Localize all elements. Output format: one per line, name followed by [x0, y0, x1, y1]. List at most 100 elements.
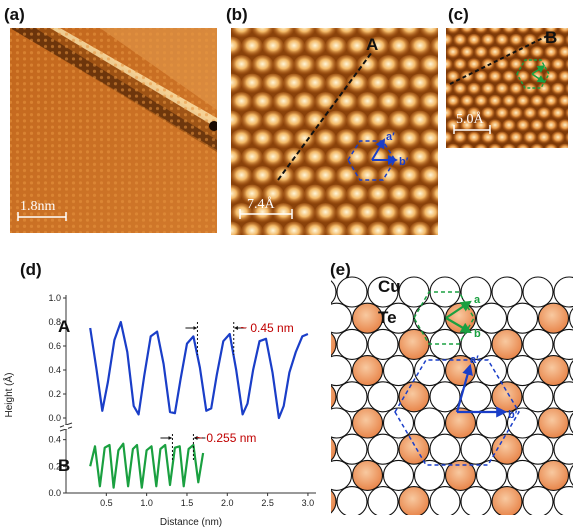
stm-atom: [293, 28, 316, 38]
cu-atom: [367, 486, 399, 515]
stm-atom: [419, 55, 438, 75]
stm-atom: [509, 58, 523, 71]
stm-atom: [530, 94, 544, 108]
stm-atom: [304, 147, 326, 168]
te-atom: [398, 486, 430, 515]
stm-atom: [467, 33, 481, 47]
stm-atom: [251, 55, 274, 75]
unit-cell-hexagon-b: [347, 140, 396, 181]
stm-atom: [481, 131, 495, 145]
stm-atom: [481, 33, 495, 47]
cu-atom: [331, 355, 353, 387]
stm-atom: [231, 203, 253, 223]
stm-atom: [565, 83, 568, 95]
cu-atom: [429, 381, 461, 413]
line-profile-a: [277, 51, 373, 181]
cu-atom: [475, 302, 508, 334]
stm-atom: [481, 10, 495, 23]
stm-atom: [446, 70, 460, 84]
cu-atom: [460, 276, 492, 308]
stm-atom: [314, 92, 337, 112]
stm-atom: [467, 107, 481, 120]
stm-atom: [453, 131, 467, 145]
vec-label-a-prime-e: a′: [470, 354, 479, 366]
stm-atom: [420, 240, 442, 260]
cu-atom: [460, 486, 492, 515]
stm-atom: [262, 184, 284, 205]
cu-atom: [553, 433, 573, 465]
stm-atom: [537, 82, 551, 96]
y-tick-label: 0.8: [48, 317, 61, 327]
stm-atom: [467, 82, 481, 96]
te-atom: [331, 332, 337, 357]
line-label-a: A: [366, 35, 378, 54]
stm-atom: [231, 73, 242, 94]
panel-c-label: (c): [448, 5, 469, 24]
stm-atom: [453, 33, 467, 47]
stm-atom: [251, 203, 274, 223]
te-atom: [537, 407, 570, 439]
stm-atom: [551, 58, 565, 71]
unit-cell-hexagon-e-green: [413, 291, 475, 345]
stm-atom: [474, 28, 488, 35]
stm-atom: [551, 82, 565, 96]
stm-atom: [314, 203, 337, 223]
series-line-A: [89, 320, 309, 420]
y-axis-label: Height (Å): [2, 372, 15, 417]
stm-atom: [293, 166, 316, 186]
stm-atom: [398, 55, 421, 75]
panel-c: (c) B 5.0Å: [446, 5, 568, 148]
stm-atom: [335, 92, 358, 112]
stm-atom: [378, 240, 400, 260]
stm-atom: [304, 36, 326, 57]
stm-atom: [467, 58, 481, 71]
stm-atom: [474, 46, 488, 59]
cu-atom: [522, 433, 554, 465]
te-atom: [351, 407, 384, 439]
cu-atom: [506, 459, 539, 491]
vector-a-e: [445, 300, 472, 319]
stm-atom: [231, 55, 253, 75]
te-atom: [537, 302, 570, 334]
stm-atom: [315, 240, 337, 260]
y-tick-label: 0.2: [48, 389, 61, 399]
stm-atom: [283, 73, 305, 94]
stm-atom: [325, 184, 347, 205]
stm-atom: [537, 33, 551, 47]
cu-atom: [336, 381, 368, 413]
stm-atom: [346, 184, 368, 205]
stm-atom: [283, 221, 305, 235]
stm-atom: [509, 33, 523, 47]
stm-atom: [419, 92, 438, 112]
stm-atom: [241, 110, 263, 131]
stm-atom: [335, 28, 358, 38]
stm-atom: [346, 0, 368, 19]
panel-d: (d) 0.0 0.2 0.4 0.6 0.8 1.0 0.0 0.2 0.4 0.5 1.0 1…: [2, 260, 316, 528]
stm-atom: [446, 46, 460, 59]
cu-atom: [506, 407, 539, 439]
legend-te: Te: [378, 308, 397, 327]
cu-atom: [382, 302, 415, 334]
stm-atom: [335, 203, 358, 223]
stm-atom: [346, 36, 368, 57]
stm-atom: [388, 73, 410, 94]
te-atom: [398, 433, 430, 465]
stm-atom: [446, 82, 453, 96]
stm-atom: [241, 221, 263, 235]
te-atom: [491, 433, 523, 465]
stm-atom: [474, 70, 488, 84]
cu-atom: [382, 407, 415, 439]
stm-atom: [262, 221, 284, 235]
stm-atom: [251, 28, 274, 38]
stm-atom: [530, 143, 544, 148]
stm-atom: [495, 82, 509, 96]
cu-atom: [553, 486, 573, 515]
stm-atom: [367, 221, 389, 235]
stm-atom: [304, 73, 326, 94]
stm-atom: [335, 55, 358, 75]
stm-atom: [544, 70, 558, 84]
stm-atom: [356, 166, 379, 186]
stm-atom: [558, 70, 568, 84]
stm-atom: [502, 119, 516, 132]
